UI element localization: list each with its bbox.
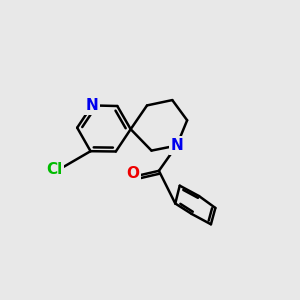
Text: N: N <box>86 98 98 113</box>
Text: Cl: Cl <box>46 162 62 177</box>
Text: O: O <box>127 166 140 181</box>
Text: N: N <box>170 138 183 153</box>
